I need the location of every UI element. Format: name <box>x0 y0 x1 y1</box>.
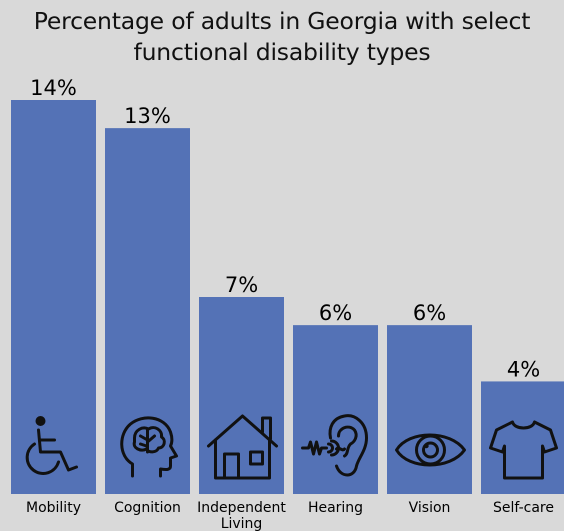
house-icon <box>207 414 278 480</box>
bar-vision <box>387 325 472 494</box>
category-label: Vision <box>409 500 451 516</box>
chart-title: Percentage of adults in Georgia with sel… <box>33 7 531 66</box>
value-label: 6% <box>319 301 352 325</box>
category-label: Cognition <box>114 500 181 516</box>
shirt-icon <box>489 420 558 480</box>
bar-hearing <box>293 325 378 494</box>
bars-group <box>11 100 564 494</box>
ear-icon <box>301 414 368 477</box>
value-label: 13% <box>124 104 171 128</box>
wheelchair-icon <box>25 416 78 475</box>
bar-mobility <box>11 100 96 494</box>
category-label: Hearing <box>308 500 363 516</box>
category-labels-group: Mobility Cognition Independent Living Hearin… <box>26 500 554 531</box>
value-label: 6% <box>413 301 446 325</box>
category-label: Mobility <box>26 500 81 516</box>
eye-icon <box>395 433 466 467</box>
category-label: Independent Living <box>197 500 286 531</box>
category-label: Self-care <box>493 500 554 516</box>
value-label: 14% <box>30 76 77 100</box>
icons-group <box>25 414 558 480</box>
bar-independent-living <box>199 297 284 494</box>
brain-head-icon <box>120 416 178 478</box>
value-label: 4% <box>507 357 540 381</box>
value-labels-group: 14% 13% 7% 6% 6% 4% <box>30 76 540 381</box>
value-label: 7% <box>225 273 258 297</box>
